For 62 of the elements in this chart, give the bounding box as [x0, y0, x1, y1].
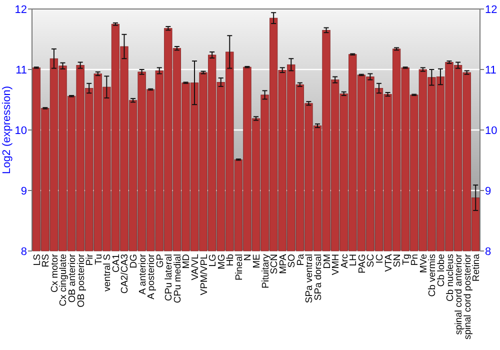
- x-tick-label: SCN: [269, 254, 280, 274]
- x-tick-label: SC: [366, 254, 377, 268]
- x-tick-label: Pa: [295, 253, 306, 266]
- x-tick-label: CPu medial: [172, 254, 184, 304]
- x-tick-label: VMH: [330, 254, 342, 276]
- x-tick-label: Tg: [400, 254, 412, 266]
- x-tick-label: Pituitary: [260, 254, 272, 288]
- x-tick-label: DG: [128, 254, 140, 268]
- x-tick-label: LS: [32, 254, 43, 266]
- x-tick-label: CA2/CA3: [120, 254, 131, 294]
- y-tick-label: 10: [14, 124, 27, 137]
- x-tick-label: CPu lateral: [164, 254, 175, 301]
- x-tick-label: A anterior: [137, 254, 148, 295]
- y2-tick-label: 9: [485, 185, 492, 198]
- y2-tick-label: 8: [485, 246, 492, 258]
- x-tick-label: SPa dorsal: [312, 254, 324, 300]
- x-tick-label: PAG: [356, 254, 368, 274]
- x-tick-label: IC: [374, 254, 386, 264]
- x-tick-label: DM: [322, 254, 333, 269]
- x-tick-label: LG: [208, 254, 219, 267]
- x-tick-label: Pn: [410, 254, 421, 266]
- x-tick-label: Cb nucleus: [444, 254, 456, 302]
- x-tick-label: MG: [216, 254, 228, 270]
- x-tick-label: VA/VL: [190, 254, 202, 280]
- x-tick-label: ME: [252, 254, 262, 268]
- x-tick-label: OB posterior: [76, 254, 87, 308]
- x-tick-label: Pineal: [234, 254, 245, 280]
- x-tick-label: SN: [392, 254, 404, 268]
- x-tick-label: spinal cord posterior: [462, 254, 474, 340]
- x-tick-label: Arc: [339, 254, 350, 268]
- x-tick-label: MD: [181, 254, 192, 269]
- x-tick-label: VTA: [383, 253, 394, 272]
- x-tick-label: Retina: [471, 253, 482, 282]
- x-tick-label: ventral S: [102, 254, 114, 292]
- x-tick-label: Hb: [225, 254, 236, 266]
- x-tick-label: Tu: [93, 254, 104, 265]
- x-tick-label: spinal cord anterior: [454, 254, 465, 335]
- x-tick-label: Cb lobe: [436, 254, 447, 287]
- x-tick-label: A posterior: [146, 254, 158, 300]
- y-tick-label: 8: [20, 246, 27, 258]
- x-tick-label: Cx motor: [49, 254, 60, 293]
- x-tick-label: CA1: [110, 254, 122, 272]
- x-tick-label: SO: [286, 254, 298, 268]
- x-tick-label: RS: [40, 254, 52, 268]
- y-tick-label: 12: [14, 4, 27, 16]
- x-tick-label: N: [242, 254, 254, 261]
- x-tick-label: Cb vermis: [427, 254, 438, 297]
- x-tick-label: VPM/VPL: [198, 254, 210, 296]
- x-tick-label: MPA: [278, 253, 289, 274]
- y-axis-title: Log2 (expression): [1, 86, 13, 174]
- y-tick-label: 9: [20, 185, 27, 198]
- x-tick-label: SPa ventral: [304, 254, 316, 304]
- x-tick-label: Pir: [84, 254, 96, 266]
- x-tick-label: Cx cingulate: [58, 254, 70, 306]
- y2-tick-label: 11: [485, 64, 496, 76]
- y2-tick-label: 10: [485, 124, 498, 137]
- x-tick-label: MVe: [418, 254, 430, 274]
- x-tick-label: OB anterior: [67, 254, 78, 303]
- x-tick-label: GP: [154, 254, 166, 268]
- x-tick-label: LH: [348, 254, 360, 266]
- y2-tick-label: 12: [485, 4, 498, 16]
- y-tick-label: 11: [16, 64, 27, 76]
